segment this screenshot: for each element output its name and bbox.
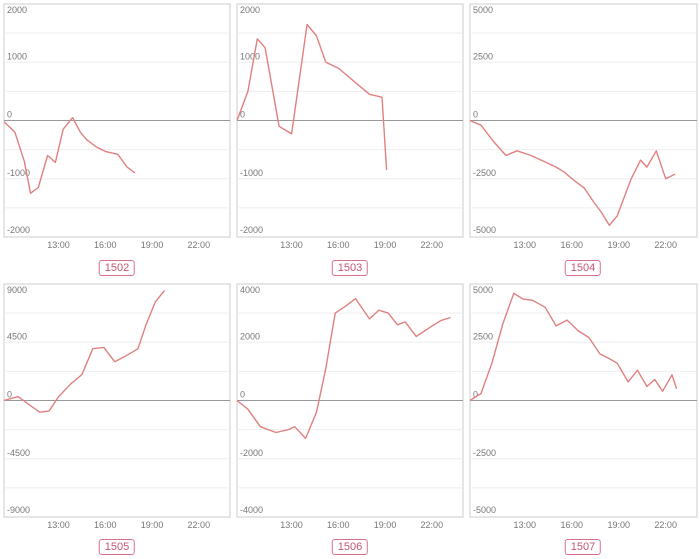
y-tick-label: 1000 [240,51,260,61]
chart-label-badge[interactable]: 1503 [331,260,369,276]
y-tick-label: -1000 [7,168,30,178]
x-tick-label: 13:00 [280,240,303,250]
chart-svg-1506: 4000 2000 0 -2000 -4000 13:00 16:00 19:00 22:00 [236,283,464,530]
y-tick-label: 2000 [240,5,260,15]
y-tick-label: 0 [473,110,478,120]
chart-svg-1505: 9000 4500 0 -4500 -9000 13:00 16:00 19:00 22:00 [3,283,231,530]
series-line [3,116,136,195]
y-tick-label: -5000 [473,225,496,235]
x-tick-label: 13:00 [47,240,70,250]
y-tick-label: 0 [240,390,245,400]
x-tick-label: 16:00 [94,520,117,530]
y-tick-label: -1000 [240,168,263,178]
x-tick-label: 16:00 [560,520,583,530]
y-tick-label: -2000 [7,225,30,235]
x-tick-label: 22:00 [421,520,444,530]
series-line [236,297,451,440]
chart-svg-1503: 2000 1000 0 -1000 -2000 13:00 16:00 19:00 22:00 [236,3,464,250]
y-tick-label: -2000 [240,225,263,235]
x-tick-label: 16:00 [327,240,350,250]
y-tick-label: 0 [473,390,478,400]
y-tick-label: 9000 [7,285,27,295]
y-tick-label: 4500 [7,331,27,341]
x-tick-label: 22:00 [654,240,677,250]
series-line [469,292,678,402]
x-tick-label: 16:00 [94,240,117,250]
chart-svg-1504: 5000 2500 0 -2500 -5000 13:00 16:00 19:00 22:00 [469,3,698,250]
y-tick-label: 2000 [7,5,27,15]
x-tick-label: 19:00 [141,240,164,250]
chart-svg-1507: 5000 2500 0 -2500 -5000 13:00 16:00 19:00 22:00 [469,283,698,530]
y-tick-label: 1000 [7,51,27,61]
y-tick-label: 2000 [240,331,260,341]
chart-panel-1505: 9000 4500 0 -4500 -9000 13:00 16:00 19:00 22:00 … [0,280,233,559]
x-tick-label: 19:00 [607,520,630,530]
series-line [469,119,676,227]
y-tick-label: -9000 [7,505,30,515]
x-tick-label: 13:00 [514,520,537,530]
y-tick-label: 0 [7,390,12,400]
y-tick-label: -5000 [473,505,496,515]
y-tick-label: -4000 [240,505,263,515]
chart-panel-1502: 2000 1000 0 -1000 -2000 13:00 16:00 19:00 22:00 … [0,0,233,280]
y-tick-label: -2500 [473,168,496,178]
y-tick-label: 2500 [473,331,493,341]
chart-label-badge[interactable]: 1505 [98,539,136,555]
x-tick-label: 19:00 [141,520,164,530]
y-tick-label: 2500 [473,51,493,61]
chart-panel-1504: 5000 2500 0 -2500 -5000 13:00 16:00 19:00 22:00 … [466,0,700,280]
y-tick-label: -2500 [473,448,496,458]
x-tick-label: 16:00 [560,240,583,250]
x-tick-label: 22:00 [654,520,677,530]
chart-panel-1507: 5000 2500 0 -2500 -5000 13:00 16:00 19:00 22:00 … [466,280,700,559]
chart-label-badge[interactable]: 1507 [564,539,602,555]
y-tick-label: -2000 [240,448,263,458]
x-tick-label: 13:00 [280,520,303,530]
x-tick-label: 16:00 [327,520,350,530]
x-tick-label: 22:00 [421,240,444,250]
y-tick-label: 0 [240,110,245,120]
series-line [3,290,166,413]
x-tick-label: 22:00 [188,240,211,250]
chart-svg-1502: 2000 1000 0 -1000 -2000 13:00 16:00 19:00 22:00 [3,3,231,250]
x-tick-label: 13:00 [514,240,537,250]
series-line [236,23,388,171]
chart-panel-1503: 2000 1000 0 -1000 -2000 13:00 16:00 19:00 22:00 … [233,0,466,280]
x-tick-label: 19:00 [374,240,397,250]
chart-panel-1506: 4000 2000 0 -2000 -4000 13:00 16:00 19:00 22:00 … [233,280,466,559]
chart-label-badge[interactable]: 1506 [331,539,369,555]
chart-label-badge[interactable]: 1504 [564,260,602,276]
y-tick-label: 5000 [473,285,493,295]
chart-label-badge[interactable]: 1502 [98,260,136,276]
x-tick-label: 19:00 [374,520,397,530]
x-tick-label: 19:00 [607,240,630,250]
y-tick-label: 0 [7,110,12,120]
y-tick-label: -4500 [7,448,30,458]
x-tick-label: 13:00 [47,520,70,530]
x-tick-label: 22:00 [188,520,211,530]
y-tick-label: 5000 [473,5,493,15]
y-tick-label: 4000 [240,285,260,295]
